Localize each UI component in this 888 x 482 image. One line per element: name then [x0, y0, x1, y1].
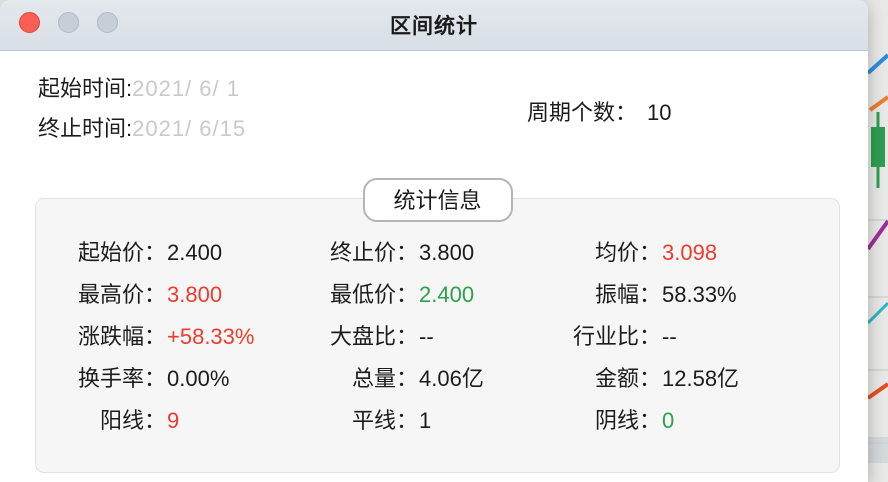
stat-label-change: 涨跌幅： [77, 324, 166, 349]
stat-label-high: 最高价： [77, 282, 166, 307]
start-time-value: 2021/ 6/ 1 [132, 76, 240, 101]
period-count-row: 周期个数： 10 [527, 95, 672, 127]
stat-label-market-ratio: 大盘比： [329, 324, 418, 349]
period-count-label: 周期个数： [527, 100, 638, 125]
purple-line [866, 219, 888, 251]
stat-label-turnover: 换手率： [77, 366, 166, 391]
close-button[interactable] [19, 12, 40, 33]
stat-value-change: +58.33% [167, 324, 255, 349]
titlebar: 区间统计 [0, 0, 868, 51]
stat-label-volume: 总量： [351, 366, 418, 391]
start-time-label: 起始时间: [38, 76, 133, 101]
stat-value-average: 3.098 [662, 240, 718, 265]
stats-panel-legend: 统计信息 [362, 178, 513, 222]
stat-value-amplitude: 58.33% [662, 282, 737, 307]
stat-label-amount: 金额： [594, 366, 661, 391]
minimize-button[interactable] [58, 12, 79, 33]
stat-label-bullish-candles: 阳线： [99, 408, 166, 433]
zoom-button[interactable] [97, 12, 118, 33]
traffic-lights [19, 12, 118, 33]
green-candle [871, 127, 885, 167]
orange-line [868, 95, 888, 112]
stat-value-turnover: 0.00% [167, 366, 230, 391]
stat-value-volume: 4.06亿 [419, 366, 484, 391]
stat-value-bearish-candles: 0 [662, 408, 675, 433]
stat-label-close: 终止价： [329, 240, 418, 265]
start-time-row: 起始时间:2021/ 6/ 1 [38, 71, 240, 103]
background-chart-strip [866, 0, 888, 482]
stat-value-amount: 12.58亿 [662, 366, 740, 391]
stat-label-low: 最低价： [329, 282, 418, 307]
stat-label-bearish-candles: 阴线： [594, 408, 661, 433]
end-time-value: 2021/ 6/15 [132, 116, 247, 141]
stat-label-industry-ratio: 行业比： [572, 324, 661, 349]
background-chart-lines [866, 53, 888, 463]
end-time-row: 终止时间:2021/ 6/15 [38, 111, 246, 143]
end-time-label: 终止时间: [38, 116, 133, 141]
stat-label-amplitude: 振幅： [594, 282, 661, 307]
stat-value-market-ratio: -- [419, 324, 434, 349]
stat-value-close: 3.800 [419, 240, 475, 265]
stats-grid: 起始价： 2.400 终止价： 3.800 均价： 3.098 最高价： 3.8… [36, 199, 839, 442]
stats-panel: 统计信息 起始价： 2.400 终止价： 3.800 均价： 3.098 最高价… [35, 178, 840, 473]
stat-value-flat-candles: 1 [419, 408, 432, 433]
stat-value-industry-ratio: -- [662, 324, 677, 349]
cyan-line [866, 301, 888, 325]
period-count-value: 10 [647, 100, 672, 125]
stat-value-high: 3.800 [167, 282, 223, 307]
stat-value-bullish-candles: 9 [167, 408, 180, 433]
window-title: 区间统计 [390, 15, 478, 38]
stat-label-average: 均价： [594, 240, 661, 265]
stat-value-low: 2.400 [419, 282, 475, 307]
red-line [866, 382, 888, 400]
stat-label-open: 起始价： [77, 240, 166, 265]
stat-label-flat-candles: 平线： [351, 408, 418, 433]
interval-stats-dialog: 区间统计 起始时间:2021/ 6/ 1 终止时间:2021/ 6/15 周期个… [0, 0, 868, 482]
blue-line [866, 53, 888, 75]
stat-value-open: 2.400 [167, 240, 223, 265]
